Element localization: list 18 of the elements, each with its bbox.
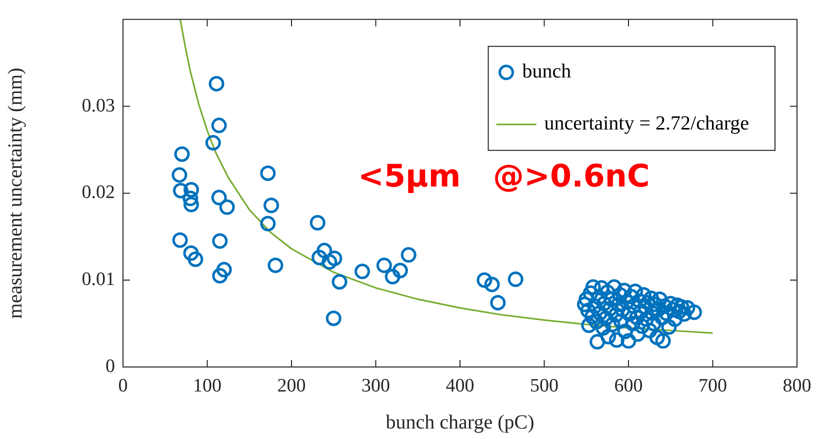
legend-label: bunch — [522, 60, 572, 83]
x-tick-label: 0 — [118, 375, 128, 396]
y-tick-label: 0.02 — [82, 182, 115, 204]
legend-label: uncertainty = 2.72/charge — [544, 112, 750, 135]
x-tick-label: 600 — [614, 375, 643, 396]
x-tick-label: 800 — [782, 375, 812, 396]
y-axis-title: measurement uncertainty (mm) — [4, 68, 26, 319]
x-tick-label: 200 — [277, 375, 306, 396]
x-tick-label: 300 — [362, 375, 390, 396]
x-tick-label: 700 — [698, 375, 727, 396]
x-tick-label: 500 — [530, 375, 558, 396]
y-tick-label: 0.01 — [82, 269, 115, 290]
x-tick-label: 400 — [446, 375, 474, 396]
y-tick-label: 0.03 — [82, 95, 115, 116]
annotation: <5μm @>0.6nC — [358, 158, 650, 194]
x-tick-label: 100 — [193, 375, 222, 396]
y-tick-label: 0 — [106, 356, 115, 377]
x-axis-title: bunch charge (pC) — [386, 411, 534, 434]
